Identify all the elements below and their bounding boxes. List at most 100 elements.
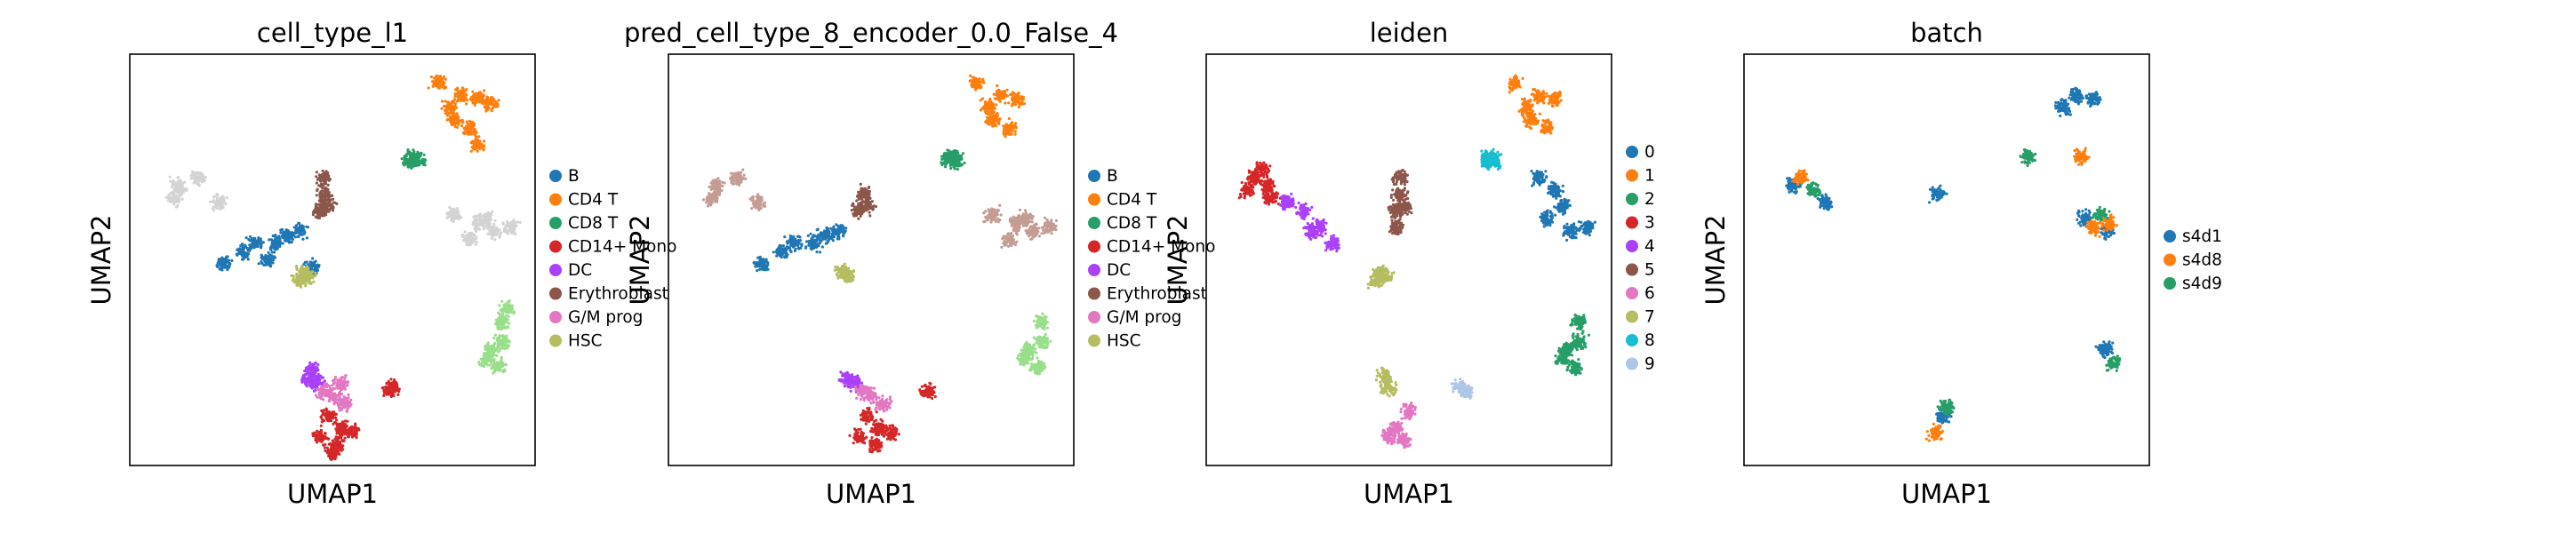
data-point-unlabeled bbox=[1037, 235, 1041, 238]
data-point-cd4-t bbox=[463, 95, 467, 99]
data-point-cd8-t bbox=[406, 159, 411, 163]
data-point-cd8-t bbox=[423, 163, 427, 167]
data-point-g-m-prog bbox=[348, 400, 352, 404]
data-point-cd4-t bbox=[460, 124, 464, 128]
data-point-unlabeled bbox=[512, 219, 516, 222]
data-point-unlabeled bbox=[759, 206, 763, 211]
data-point-cd14-mono bbox=[321, 410, 324, 413]
data-point-cd14-mono bbox=[329, 448, 332, 451]
data-point-extra bbox=[1034, 337, 1037, 341]
data-point-extra bbox=[1035, 351, 1038, 354]
data-point-b bbox=[263, 257, 267, 260]
data-point-extra bbox=[497, 322, 500, 325]
data-point-cd4-t bbox=[464, 124, 468, 128]
data-point-cd4-t bbox=[444, 108, 447, 112]
data-point-unlabeled bbox=[480, 214, 484, 218]
data-point-unlabeled bbox=[221, 204, 225, 208]
data-point-cd14-mono bbox=[336, 445, 340, 449]
data-point-cd14-mono bbox=[332, 410, 336, 414]
data-point-erythroblast bbox=[320, 182, 324, 186]
data-point-b bbox=[265, 254, 268, 258]
data-point-cd4-t bbox=[458, 96, 461, 99]
data-point-unlabeled bbox=[473, 234, 476, 237]
data-point-extra bbox=[1036, 366, 1040, 370]
data-point-unlabeled bbox=[982, 211, 986, 215]
data-point-erythroblast bbox=[331, 203, 334, 206]
legend-marker bbox=[549, 217, 562, 229]
data-point-unlabeled bbox=[701, 198, 706, 202]
data-point-unlabeled bbox=[488, 225, 492, 228]
legend-label: CD8 T bbox=[568, 214, 619, 233]
data-point-b bbox=[271, 234, 275, 238]
data-point-erythroblast bbox=[327, 179, 331, 182]
data-point-unlabeled bbox=[756, 207, 761, 211]
data-point-unlabeled bbox=[455, 207, 459, 211]
data-point-cd8-t bbox=[412, 155, 416, 158]
data-point-erythroblast bbox=[314, 206, 317, 210]
data-point-unlabeled bbox=[756, 198, 759, 202]
data-point-erythroblast bbox=[315, 194, 318, 197]
data-point-extra bbox=[1028, 358, 1031, 362]
data-point-g-m-prog bbox=[338, 398, 341, 402]
data-point-cd4-t bbox=[436, 81, 439, 84]
data-point-unlabeled bbox=[474, 243, 477, 246]
data-point-b bbox=[247, 249, 251, 252]
data-point-cd14-mono bbox=[334, 435, 338, 439]
data-point-cd14-mono bbox=[323, 446, 327, 449]
data-point-unlabeled bbox=[198, 177, 202, 180]
data-point-extra bbox=[1031, 367, 1035, 370]
data-point-cd4-t bbox=[454, 106, 458, 109]
data-point-erythroblast bbox=[323, 202, 327, 205]
data-point-cd14-mono bbox=[341, 431, 345, 434]
data-point-extra bbox=[1029, 353, 1033, 356]
data-point-cd4-t bbox=[476, 145, 480, 148]
data-point-cd8-t bbox=[402, 161, 405, 164]
data-point-unlabeled bbox=[463, 230, 467, 234]
data-point-unlabeled bbox=[493, 228, 497, 233]
data-point-cd14-mono bbox=[311, 434, 316, 438]
data-point-cd4-t bbox=[476, 139, 480, 143]
data-point-unlabeled bbox=[731, 180, 734, 184]
data-point-unlabeled bbox=[1050, 219, 1053, 222]
data-point-b bbox=[303, 230, 307, 234]
data-point-b bbox=[252, 243, 255, 248]
data-point-erythroblast bbox=[315, 171, 318, 174]
data-point-unlabeled bbox=[465, 243, 468, 246]
data-point-b bbox=[285, 233, 289, 236]
data-point-unlabeled bbox=[452, 209, 456, 212]
data-point-cd14-mono bbox=[339, 424, 343, 427]
data-point-unlabeled bbox=[172, 199, 176, 203]
data-point-cd4-t bbox=[474, 139, 478, 143]
data-point-unlabeled bbox=[218, 199, 221, 203]
data-point-extra bbox=[1036, 335, 1040, 338]
data-point-dc bbox=[309, 383, 313, 386]
data-point-unlabeled bbox=[742, 173, 746, 177]
data-point-b bbox=[273, 255, 276, 259]
data-point-unlabeled bbox=[478, 212, 483, 216]
data-point-unlabeled bbox=[736, 182, 740, 186]
data-point-extra bbox=[1024, 360, 1028, 364]
data-point-dc bbox=[316, 372, 320, 377]
data-point-cd14-mono bbox=[337, 451, 340, 456]
data-point-cd4-t bbox=[444, 77, 447, 81]
data-point-cd4-t bbox=[487, 106, 491, 110]
data-point-unlabeled bbox=[1040, 226, 1044, 229]
data-point-unlabeled bbox=[1048, 228, 1052, 232]
data-point-cd4-t bbox=[457, 90, 460, 93]
data-point-hsc bbox=[310, 270, 314, 274]
data-point-g-m-prog bbox=[333, 399, 337, 402]
data-point-g-m-prog bbox=[338, 405, 341, 409]
data-point-extra bbox=[1016, 356, 1020, 360]
data-point-hsc bbox=[304, 284, 308, 288]
data-point-g-m-prog bbox=[325, 391, 329, 394]
data-point-unlabeled bbox=[486, 217, 491, 220]
data-point-g-m-prog bbox=[341, 402, 345, 405]
data-point-extra bbox=[1017, 354, 1020, 357]
data-point-unlabeled bbox=[716, 177, 720, 180]
data-point-unlabeled bbox=[448, 205, 452, 209]
data-point-unlabeled bbox=[510, 228, 514, 232]
data-point-cd4-t bbox=[473, 122, 476, 125]
data-point-b bbox=[309, 267, 313, 271]
data-point-b bbox=[260, 242, 263, 245]
plot-frame bbox=[129, 53, 536, 466]
